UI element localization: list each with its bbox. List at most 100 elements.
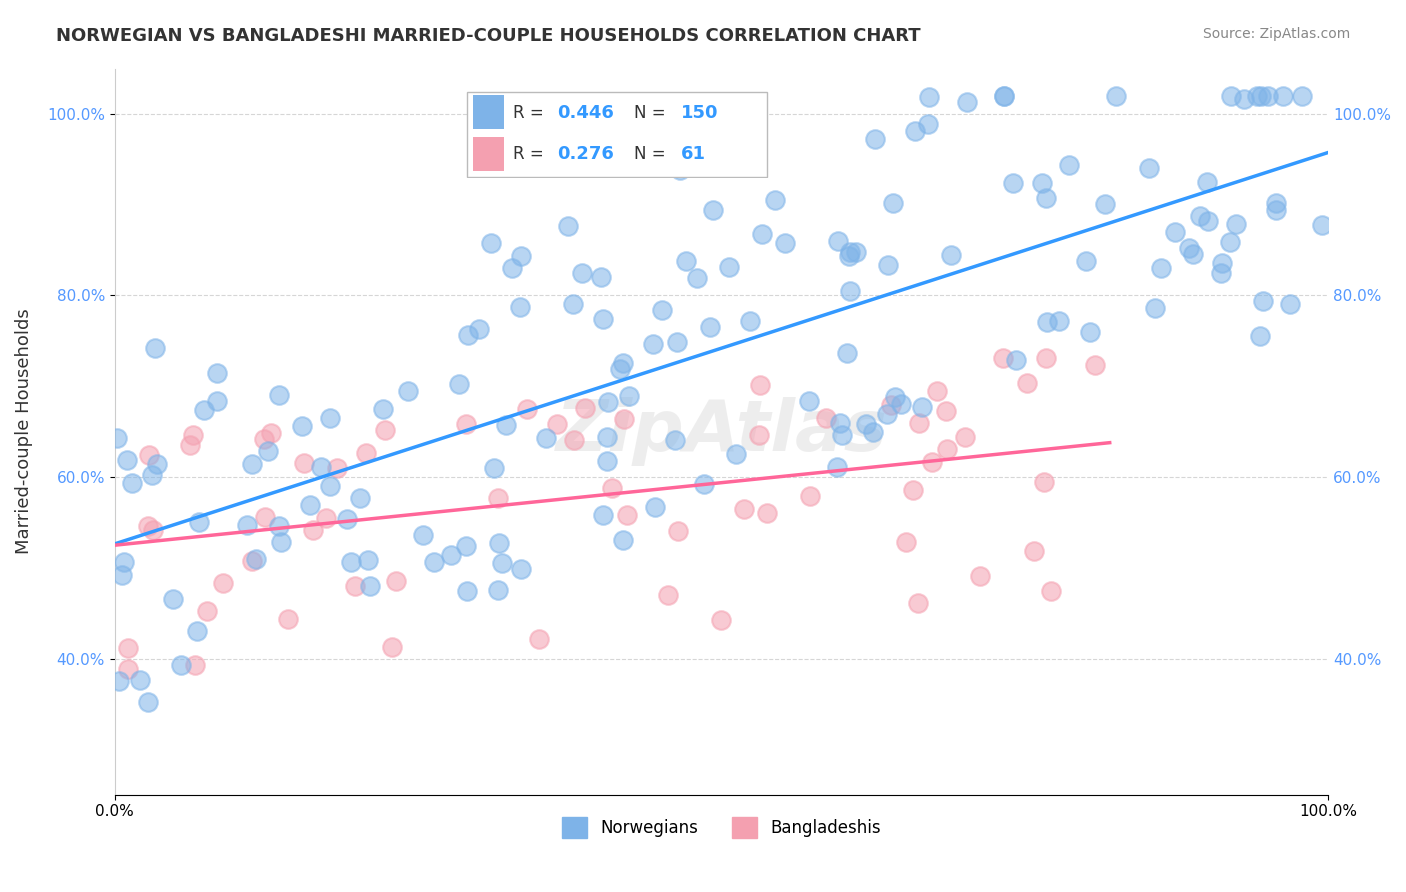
Point xyxy=(616,508,638,523)
Point xyxy=(828,416,851,430)
Point xyxy=(128,673,150,687)
Point xyxy=(298,498,321,512)
Point xyxy=(643,337,665,351)
Point xyxy=(457,327,479,342)
Point xyxy=(111,568,134,582)
Point xyxy=(302,524,325,538)
Point xyxy=(121,475,143,490)
Point xyxy=(862,425,884,439)
Point xyxy=(665,334,688,349)
Point xyxy=(863,131,886,145)
Point xyxy=(619,389,641,403)
Point xyxy=(252,433,274,447)
Point xyxy=(600,481,623,495)
Point xyxy=(1246,88,1268,103)
Point xyxy=(1031,176,1053,190)
Point xyxy=(657,588,679,602)
Point xyxy=(486,583,509,598)
Bar xyxy=(474,95,505,129)
Point xyxy=(1181,247,1204,261)
Point xyxy=(735,158,758,172)
Point xyxy=(894,535,917,549)
Point xyxy=(107,673,129,688)
Point xyxy=(845,244,868,259)
Point xyxy=(309,460,332,475)
Point xyxy=(596,395,619,409)
Point xyxy=(907,596,929,610)
Point xyxy=(412,528,434,542)
Point xyxy=(1233,92,1256,106)
Point xyxy=(748,377,770,392)
Point xyxy=(1197,214,1219,228)
Point xyxy=(1265,195,1288,210)
Point xyxy=(1209,266,1232,280)
Point xyxy=(260,426,283,441)
Point xyxy=(592,311,614,326)
Point xyxy=(718,260,741,275)
Point xyxy=(827,234,849,248)
Point xyxy=(1004,353,1026,368)
Point xyxy=(491,556,513,570)
Point xyxy=(877,258,900,272)
Point xyxy=(1251,294,1274,309)
Text: Source: ZipAtlas.com: Source: ZipAtlas.com xyxy=(1202,27,1350,41)
Point xyxy=(138,695,160,709)
FancyBboxPatch shape xyxy=(467,92,768,177)
Text: N =: N = xyxy=(634,104,671,122)
Point xyxy=(571,266,593,280)
Point xyxy=(904,124,927,138)
Point xyxy=(186,624,208,638)
Text: 150: 150 xyxy=(681,104,718,122)
Point xyxy=(319,479,342,493)
Point xyxy=(1264,202,1286,217)
Point xyxy=(1164,225,1187,239)
Point xyxy=(396,384,419,398)
Point xyxy=(692,477,714,491)
Point xyxy=(534,431,557,445)
Point xyxy=(343,579,366,593)
Text: R =: R = xyxy=(513,145,550,163)
Point xyxy=(1035,351,1057,365)
Point xyxy=(613,411,636,425)
Point xyxy=(495,418,517,433)
Point xyxy=(939,247,962,261)
Point xyxy=(454,539,477,553)
Point xyxy=(991,351,1014,365)
Point xyxy=(1271,88,1294,103)
Point xyxy=(993,88,1015,103)
Point xyxy=(1279,297,1302,311)
Text: NORWEGIAN VS BANGLADESHI MARRIED-COUPLE HOUSEHOLDS CORRELATION CHART: NORWEGIAN VS BANGLADESHI MARRIED-COUPLE … xyxy=(56,27,921,45)
Point xyxy=(112,555,135,569)
Point xyxy=(890,397,912,411)
Point xyxy=(236,518,259,533)
Point xyxy=(136,519,159,533)
Point xyxy=(1017,376,1039,390)
Point xyxy=(702,202,724,217)
Point xyxy=(1105,88,1128,103)
Point xyxy=(799,489,821,503)
Point xyxy=(509,562,531,576)
Point xyxy=(546,417,568,431)
Point xyxy=(292,456,315,470)
Point xyxy=(374,423,396,437)
Point xyxy=(699,320,721,334)
Point xyxy=(1078,325,1101,339)
Point xyxy=(423,555,446,569)
Point xyxy=(855,417,877,432)
Point xyxy=(349,491,371,506)
Point xyxy=(117,641,139,656)
Point xyxy=(1249,329,1271,343)
Point xyxy=(179,438,201,452)
Point xyxy=(454,417,477,431)
Point xyxy=(1059,159,1081,173)
Text: 0.446: 0.446 xyxy=(557,104,613,122)
Y-axis label: Married-couple Households: Married-couple Households xyxy=(15,309,32,555)
Point xyxy=(883,390,905,404)
Point xyxy=(825,460,848,475)
Point xyxy=(956,95,979,109)
Point xyxy=(138,448,160,462)
Point xyxy=(1035,315,1057,329)
Point xyxy=(574,401,596,415)
Point xyxy=(799,393,821,408)
Point xyxy=(315,511,337,525)
